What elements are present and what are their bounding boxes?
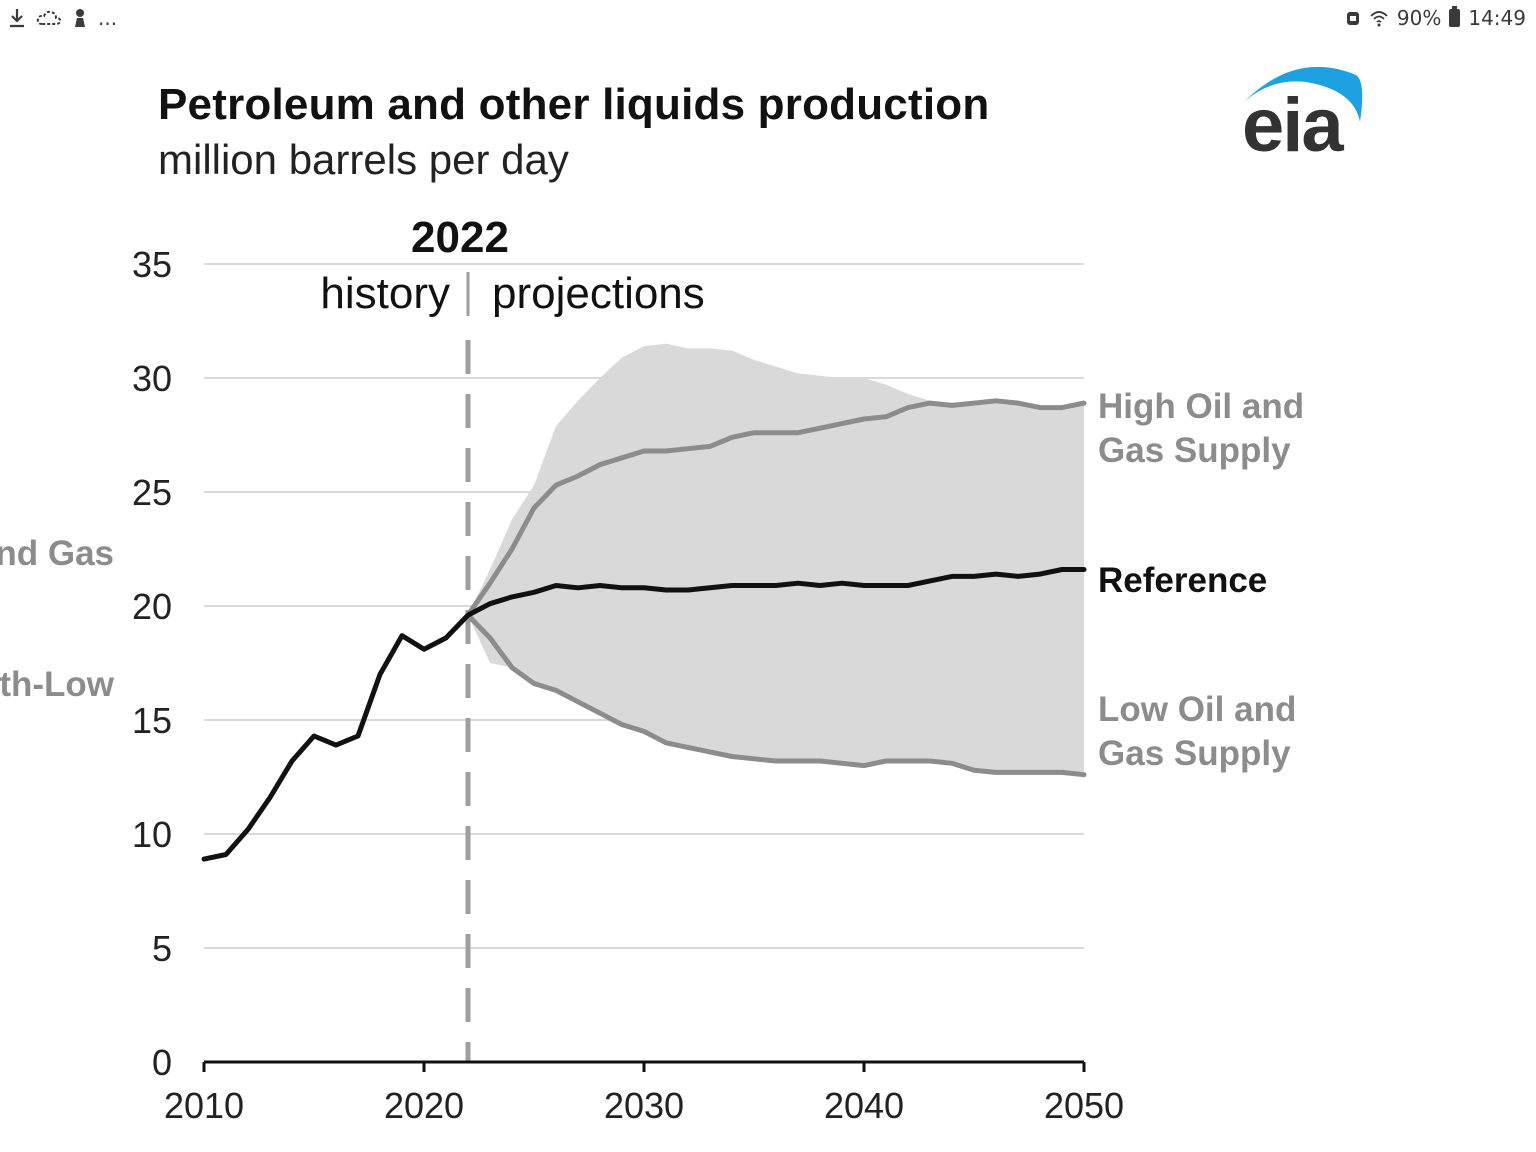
x-tick-label: 2020 [384, 1085, 464, 1126]
history-label: history [320, 269, 450, 318]
x-tick-label: 2050 [1044, 1085, 1124, 1126]
eia-logo: eia [1236, 60, 1376, 170]
series-label: Low Oil and [1098, 690, 1296, 729]
y-tick-label: 0 [152, 1042, 172, 1083]
y-tick-label: 30 [132, 358, 172, 399]
status-bar-left: ... [8, 6, 117, 30]
y-tick-label: 35 [132, 244, 172, 285]
alarm-icon [1345, 9, 1361, 27]
series-line-reference [201, 567, 1087, 862]
status-bar-right: 90% 14:49 [1345, 6, 1526, 30]
chart-subtitle: million barrels per day [158, 136, 569, 183]
clock: 14:49 [1468, 6, 1526, 30]
series-label: Gas Supply [1098, 431, 1291, 470]
battery-level: 90% [1396, 6, 1442, 30]
series-label: Gas Supply [1098, 734, 1291, 773]
series-line-high-oil-and-gas-supply [465, 398, 1087, 618]
user-icon [72, 8, 88, 28]
series-label: Reference [1098, 561, 1267, 600]
chart-title: Petroleum and other liquids production [158, 80, 990, 129]
y-tick-label: 20 [132, 586, 172, 627]
download-icon [8, 8, 26, 28]
series-label: High Oil and [1098, 387, 1304, 426]
y-tick-label: 15 [132, 700, 172, 741]
projections-label: projections [492, 269, 705, 318]
cloud-icon [36, 8, 62, 28]
cut-off-label: th-Low [0, 665, 115, 704]
wifi-icon [1369, 9, 1389, 27]
cut-off-label: nd Gas [0, 534, 114, 573]
eia-logo-text: eia [1242, 83, 1344, 168]
eia-logo-arc [1244, 66, 1363, 122]
x-tick-label: 2010 [164, 1085, 244, 1126]
y-tick-label: 5 [152, 928, 172, 969]
x-tick-label: 2040 [824, 1085, 904, 1126]
series-line-low-oil-and-gas-supply [465, 612, 1087, 778]
y-tick-label: 10 [132, 814, 172, 855]
x-tick-label: 2030 [604, 1085, 684, 1126]
projection-range-band [468, 343, 1084, 775]
divider-year-label: 2022 [411, 213, 509, 262]
battery-icon [1449, 6, 1461, 27]
status-bar: ... 90% 14:49 [0, 0, 1536, 38]
status-more: ... [98, 6, 118, 30]
y-tick-label: 25 [132, 472, 172, 513]
